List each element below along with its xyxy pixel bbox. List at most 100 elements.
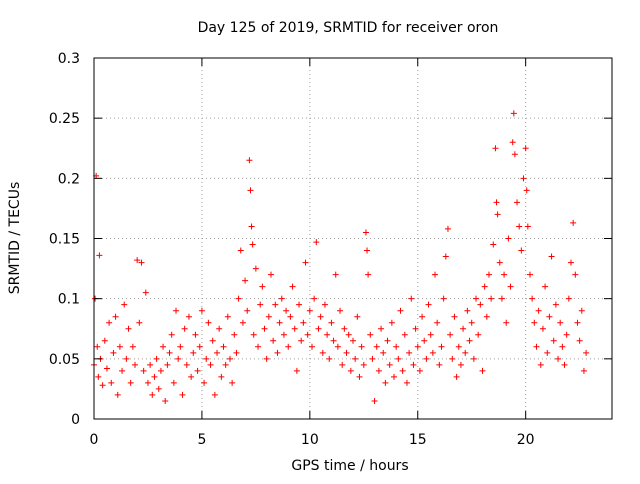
data-point xyxy=(567,259,574,266)
data-point xyxy=(434,319,441,326)
data-point xyxy=(194,367,201,374)
data-point xyxy=(429,349,436,356)
data-point xyxy=(138,259,145,266)
data-points xyxy=(91,110,590,404)
data-point xyxy=(542,283,549,290)
x-tick-label: 5 xyxy=(197,432,206,448)
data-point xyxy=(248,223,255,230)
data-point xyxy=(201,379,208,386)
data-point xyxy=(326,355,333,362)
data-point xyxy=(453,373,460,380)
data-point xyxy=(391,373,398,380)
data-point xyxy=(546,313,553,320)
data-point xyxy=(311,295,318,302)
data-point xyxy=(533,343,540,350)
data-point xyxy=(466,337,473,344)
data-point xyxy=(462,349,469,356)
data-point xyxy=(214,349,221,356)
data-point xyxy=(278,295,285,302)
data-point xyxy=(432,271,439,278)
y-tick-label: 0 xyxy=(71,412,80,428)
data-point xyxy=(170,379,177,386)
data-point xyxy=(101,337,108,344)
data-point xyxy=(518,247,525,254)
data-point xyxy=(555,355,562,362)
data-point xyxy=(190,349,197,356)
data-point xyxy=(157,367,164,374)
data-point xyxy=(451,313,458,320)
data-point xyxy=(291,325,298,332)
data-point xyxy=(408,295,415,302)
data-point xyxy=(276,319,283,326)
data-point xyxy=(514,199,521,206)
data-point xyxy=(250,331,257,338)
data-point xyxy=(362,229,369,236)
data-point xyxy=(397,307,404,314)
data-point xyxy=(116,343,123,350)
data-point xyxy=(384,337,391,344)
data-point xyxy=(475,331,482,338)
data-point xyxy=(255,343,262,350)
data-point xyxy=(501,271,508,278)
data-point xyxy=(239,319,246,326)
x-tick-label: 10 xyxy=(301,432,319,448)
data-point xyxy=(263,355,270,362)
data-point xyxy=(302,259,309,266)
data-point xyxy=(438,343,445,350)
data-point xyxy=(121,301,128,308)
data-point xyxy=(181,325,188,332)
data-point xyxy=(490,241,497,248)
data-point xyxy=(401,331,408,338)
data-point xyxy=(168,331,175,338)
data-point xyxy=(147,361,154,368)
data-point xyxy=(470,355,477,362)
x-axis-label: GPS time / hours xyxy=(291,458,408,474)
data-point xyxy=(119,367,126,374)
data-point xyxy=(375,367,382,374)
data-point xyxy=(503,319,510,326)
data-point xyxy=(108,379,115,386)
data-point xyxy=(505,235,512,242)
data-point xyxy=(477,301,484,308)
data-point xyxy=(229,379,236,386)
data-point xyxy=(220,343,227,350)
data-point xyxy=(95,373,102,380)
data-point xyxy=(492,145,499,152)
data-point xyxy=(203,355,210,362)
data-point xyxy=(561,361,568,368)
data-point xyxy=(153,355,160,362)
data-point xyxy=(360,361,367,368)
data-point xyxy=(481,283,488,290)
data-point xyxy=(114,391,121,398)
data-point xyxy=(425,301,432,308)
axis-ticks: 0 0.05 0.1 0.15 0.2 0.25 0.3 0 5 10 15 20 xyxy=(49,51,612,448)
data-point xyxy=(247,187,254,194)
data-point xyxy=(155,385,162,392)
data-point xyxy=(421,337,428,344)
data-point xyxy=(96,252,103,259)
data-point xyxy=(265,313,272,320)
data-point xyxy=(334,343,341,350)
data-point xyxy=(188,373,195,380)
data-point xyxy=(460,325,467,332)
data-point xyxy=(449,355,456,362)
data-point xyxy=(423,355,430,362)
data-point xyxy=(524,223,531,230)
y-tick-label: 0.25 xyxy=(49,111,80,127)
data-point xyxy=(369,355,376,362)
data-point xyxy=(209,337,216,344)
data-point xyxy=(535,307,542,314)
data-point xyxy=(280,331,287,338)
data-point xyxy=(570,219,577,226)
data-point xyxy=(125,325,132,332)
data-point xyxy=(293,367,300,374)
data-point xyxy=(350,337,356,344)
x-tick-label: 20 xyxy=(517,432,535,448)
data-point xyxy=(103,365,110,372)
data-point xyxy=(132,361,139,368)
data-point xyxy=(531,319,538,326)
data-point xyxy=(414,343,421,350)
data-point xyxy=(416,367,423,374)
data-point xyxy=(583,349,590,356)
data-point xyxy=(224,313,231,320)
